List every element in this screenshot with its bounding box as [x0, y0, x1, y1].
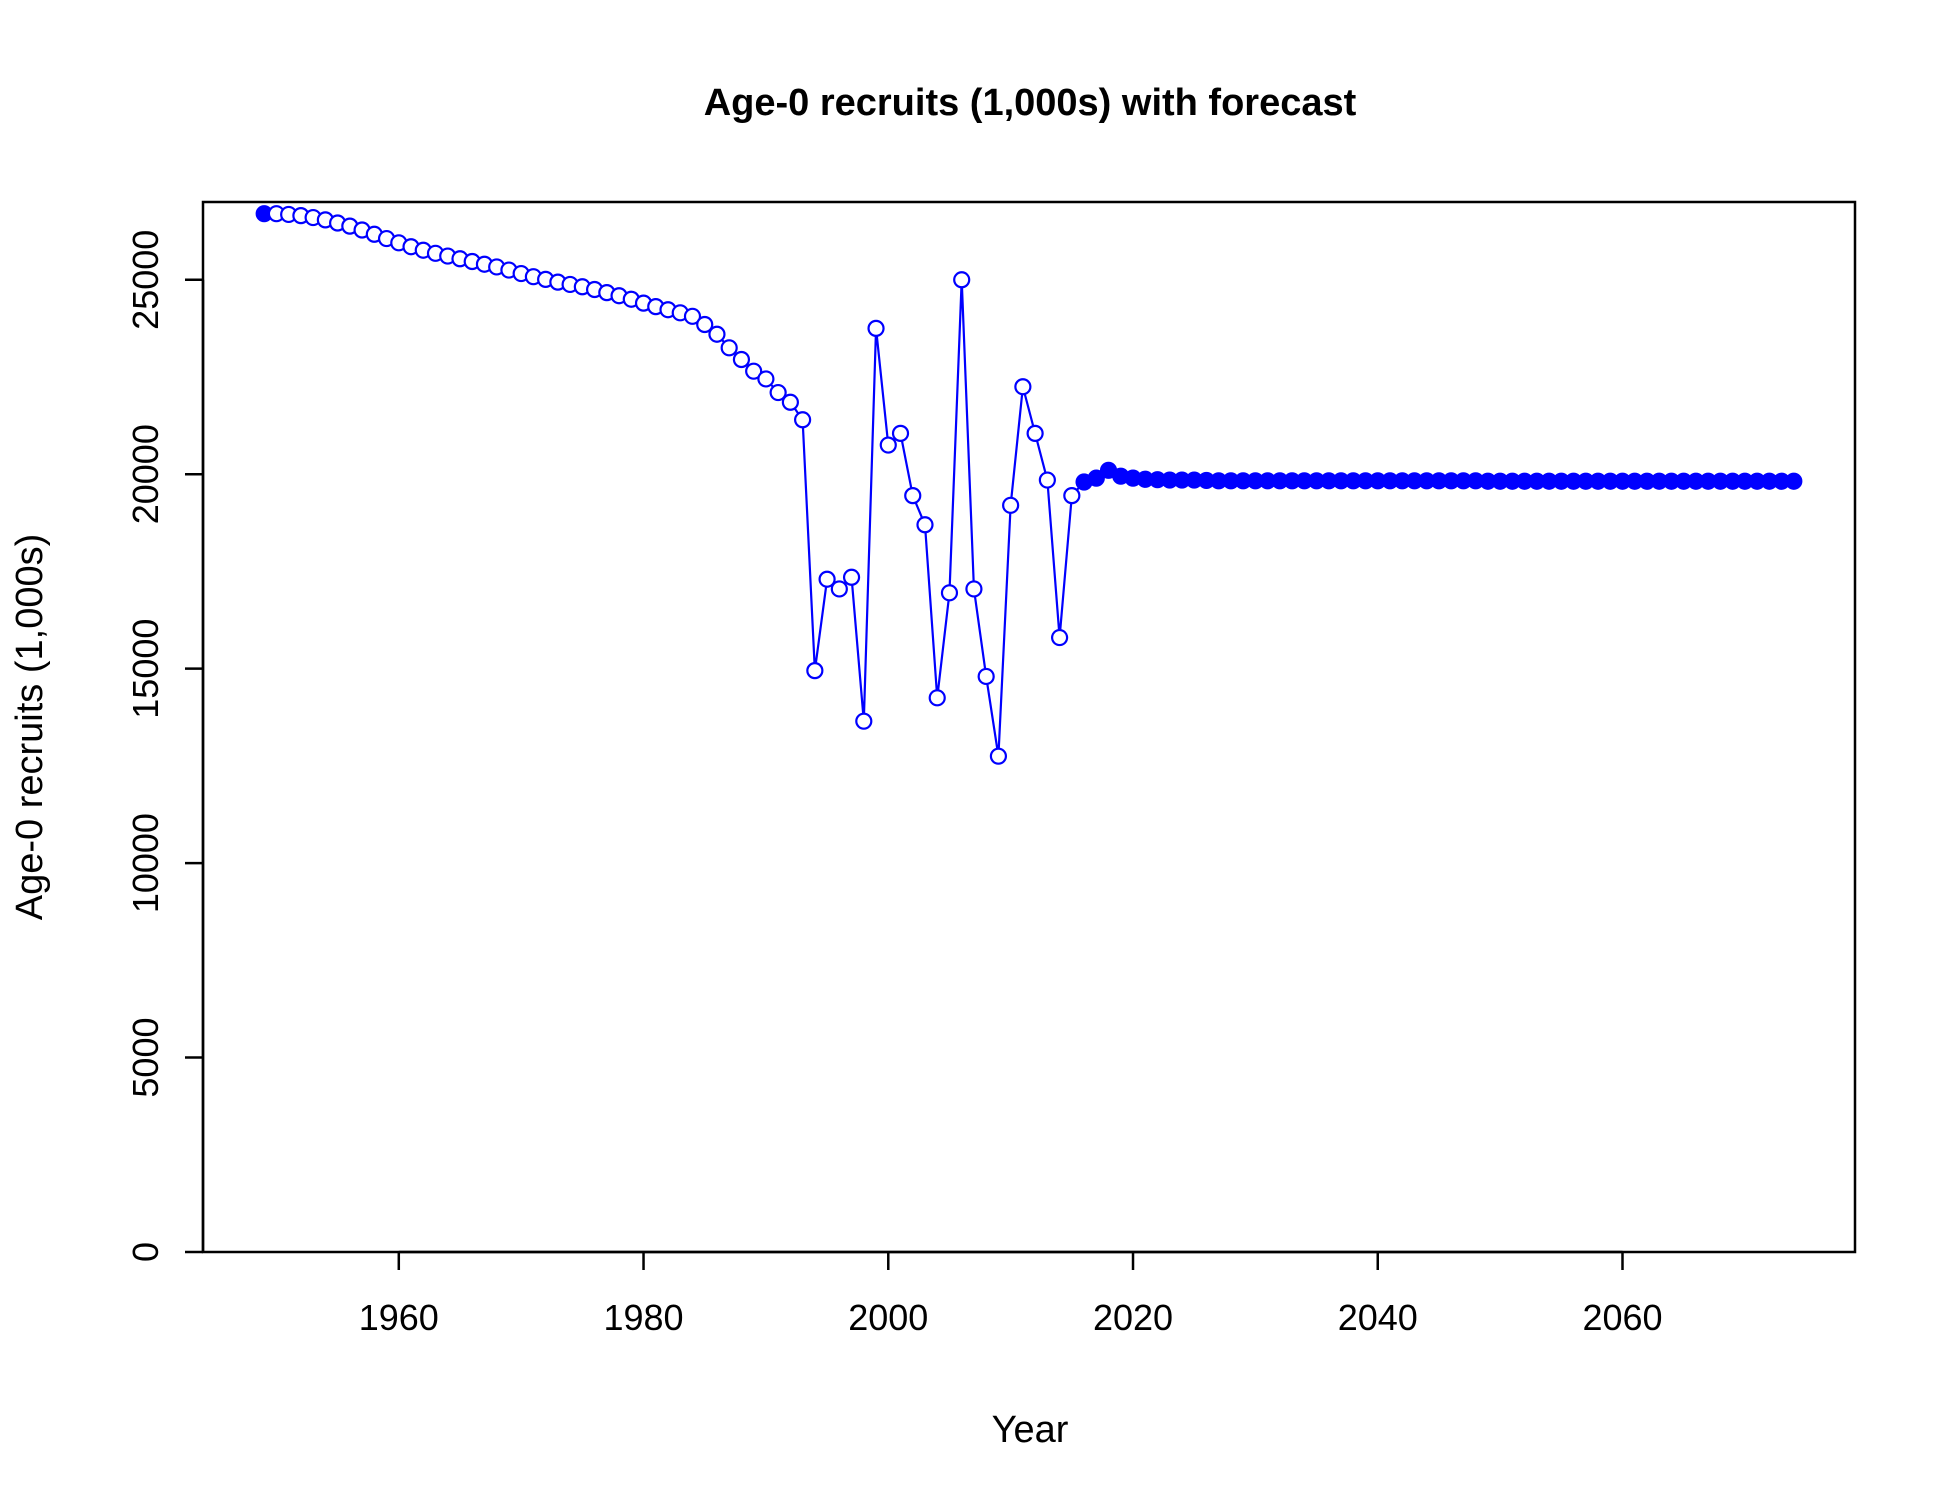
data-point	[953, 271, 971, 289]
data-point	[904, 487, 922, 505]
y-axis: 0 5000 10000 15000 20000 25000	[125, 230, 205, 1262]
x-tick-label: 2040	[1338, 1297, 1418, 1338]
data-point	[806, 662, 824, 680]
data-point	[696, 315, 714, 334]
data-point	[683, 307, 702, 325]
data-point	[1063, 487, 1081, 505]
data-point	[989, 747, 1008, 765]
y-tick-label: 25000	[125, 230, 166, 330]
x-axis-label: Year	[992, 1409, 1069, 1451]
data-point	[842, 568, 861, 586]
y-tick-label: 10000	[125, 813, 166, 913]
data-point	[855, 712, 873, 730]
data-point-forecast	[1785, 472, 1803, 490]
data-point	[732, 350, 751, 369]
data-point	[965, 580, 983, 598]
data-point	[830, 580, 848, 598]
data-point	[720, 339, 738, 357]
data-point	[977, 667, 995, 686]
x-tick-label: 2020	[1093, 1297, 1173, 1338]
data-point	[757, 370, 775, 388]
data-point	[781, 393, 799, 411]
data-point	[1026, 424, 1044, 442]
x-tick-label: 2060	[1582, 1297, 1662, 1338]
y-tick-label: 5000	[125, 1018, 166, 1098]
data-point	[708, 325, 726, 343]
data-point	[1002, 496, 1020, 514]
data-point-forecast	[1087, 469, 1105, 487]
data-point	[1050, 628, 1069, 647]
y-tick-label: 15000	[125, 619, 166, 719]
y-tick-label: 20000	[125, 424, 166, 524]
data-point	[1014, 378, 1032, 396]
data-point	[879, 436, 897, 454]
data-point	[916, 516, 934, 534]
x-tick-label: 1960	[359, 1297, 439, 1338]
chart-title: Age-0 recruits (1,000s) with forecast	[704, 82, 1357, 124]
data-point	[745, 362, 763, 380]
data-point	[867, 319, 885, 337]
x-tick-label: 2000	[848, 1297, 928, 1338]
data-point	[891, 424, 910, 442]
y-axis-label: Age-0 recruits (1,000s)	[9, 534, 51, 921]
x-axis: 1960 1980 2000 2020 2040 2060	[359, 1250, 1663, 1338]
data-point	[769, 383, 787, 402]
series-layer	[255, 205, 1803, 765]
data-point	[1038, 471, 1056, 489]
y-tick-label: 0	[125, 1242, 166, 1262]
data-point	[794, 411, 812, 429]
x-tick-label: 1980	[603, 1297, 683, 1338]
plot-area-border	[201, 200, 1857, 1254]
data-point	[940, 584, 959, 602]
data-point	[818, 570, 836, 588]
data-point	[928, 689, 946, 707]
